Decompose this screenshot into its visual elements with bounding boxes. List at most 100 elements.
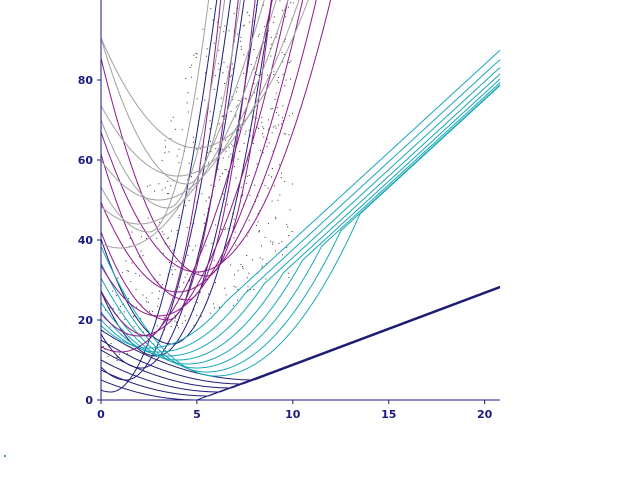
scatter-dot xyxy=(154,190,155,192)
scatter-dot xyxy=(253,83,255,85)
scatter-dot xyxy=(231,143,233,145)
scatter-dot xyxy=(122,304,124,306)
scatter-dot xyxy=(237,158,239,160)
scatter-dot xyxy=(193,54,195,56)
scatter-dot xyxy=(109,326,111,328)
scatter-dot xyxy=(235,286,237,288)
scatter-dot xyxy=(145,297,147,299)
scatter-dot xyxy=(213,259,215,261)
scatter-dot xyxy=(174,269,176,271)
scatter-dot xyxy=(274,250,276,252)
scatter-dot xyxy=(208,196,210,198)
scatter-dot xyxy=(208,197,210,199)
scatter-dot xyxy=(230,110,232,112)
scatter-dot xyxy=(253,49,255,50)
scatter-dot xyxy=(270,108,272,110)
scatter-dot xyxy=(158,298,159,300)
scatter-dot xyxy=(280,177,282,179)
scatter-dot xyxy=(255,201,256,202)
scatter-dot xyxy=(168,151,170,153)
scatter-dot xyxy=(193,309,195,311)
scatter-dot xyxy=(256,74,258,76)
scatter-dot xyxy=(270,55,272,57)
scatter-dot xyxy=(196,315,198,316)
scatter-dot xyxy=(262,133,264,134)
scatter-dot xyxy=(162,252,164,254)
scatter-dot xyxy=(159,274,161,276)
scatter-dot xyxy=(290,2,291,4)
scatter-dot xyxy=(124,318,126,320)
scatter-dot xyxy=(225,139,227,141)
scatter-dot xyxy=(118,353,120,355)
scatter-dot xyxy=(103,346,105,348)
scatter-dot xyxy=(169,245,171,247)
scatter-dot xyxy=(178,286,180,288)
purple-curve xyxy=(100,0,239,321)
scatter-dot xyxy=(281,52,283,54)
scatter-dot xyxy=(183,282,185,284)
scatter-dot xyxy=(288,134,290,136)
scatter-dot xyxy=(200,315,202,317)
scatter-dot xyxy=(172,265,174,267)
scatter-dot xyxy=(235,91,237,93)
scatter-dot xyxy=(133,326,135,328)
scatter-dot xyxy=(231,74,233,76)
scatter-dot xyxy=(273,185,275,187)
navy-parabola xyxy=(100,0,231,381)
scatter-dot xyxy=(218,179,220,181)
scatter-dot xyxy=(228,30,230,32)
gray-curve xyxy=(100,0,265,249)
scatter-dot xyxy=(213,89,215,90)
scatter-dot xyxy=(158,183,160,185)
scatter-dot xyxy=(209,111,211,113)
scatter-dot xyxy=(149,184,151,186)
scatter-dot xyxy=(244,133,246,135)
scatter-dot xyxy=(220,97,222,99)
scatter-dot xyxy=(230,153,232,155)
scatter-dot xyxy=(240,186,242,188)
scatter-dot xyxy=(129,245,131,247)
scatter-dot xyxy=(281,117,283,119)
scatter-dot xyxy=(201,145,203,147)
scatter-dot xyxy=(285,38,287,40)
scatter-dot xyxy=(127,353,128,355)
scatter-dot xyxy=(258,128,260,129)
scatter-dot xyxy=(219,26,221,28)
scatter-dot xyxy=(217,168,219,170)
scatter-dot xyxy=(246,277,248,279)
x-tick-label: 0 xyxy=(97,408,105,421)
scatter-dot xyxy=(203,214,205,216)
ticks: 0 5 10 15 20 0 20 40 60 80 xyxy=(78,74,493,421)
scatter-dot xyxy=(147,217,149,219)
scatter-dot xyxy=(237,270,239,272)
scatter-dot xyxy=(228,171,229,173)
scatter-dot xyxy=(224,25,226,27)
scatter-dot xyxy=(258,230,260,231)
scatter-dot xyxy=(156,237,158,239)
scatter-dot xyxy=(268,223,269,225)
scatter-dot xyxy=(140,236,142,238)
y-tick-label: 0 xyxy=(85,394,93,407)
scatter-dot xyxy=(233,237,235,239)
scatter-dot xyxy=(215,148,217,149)
scatter-dot xyxy=(261,116,263,118)
scatter-dot xyxy=(181,129,183,131)
scatter-dot xyxy=(240,46,242,48)
scatter-dot xyxy=(273,16,275,18)
navy-parabola xyxy=(100,0,259,357)
scatter-dot xyxy=(222,157,224,159)
scatter-dot xyxy=(264,184,266,186)
scatter-dot xyxy=(207,152,209,154)
scatter-dot xyxy=(274,99,276,100)
scatter-dot xyxy=(202,28,204,30)
scatter-dot xyxy=(212,19,214,21)
teal-curve xyxy=(100,59,501,353)
scatter-dot xyxy=(209,120,211,122)
scatter-dot xyxy=(142,254,144,256)
scatter-dot xyxy=(263,42,265,44)
scatter-dot xyxy=(185,78,187,79)
scatter-dot xyxy=(265,278,267,280)
scatter-dot xyxy=(258,74,260,76)
scatter-dot xyxy=(242,266,243,267)
scatter-dot xyxy=(121,271,123,273)
